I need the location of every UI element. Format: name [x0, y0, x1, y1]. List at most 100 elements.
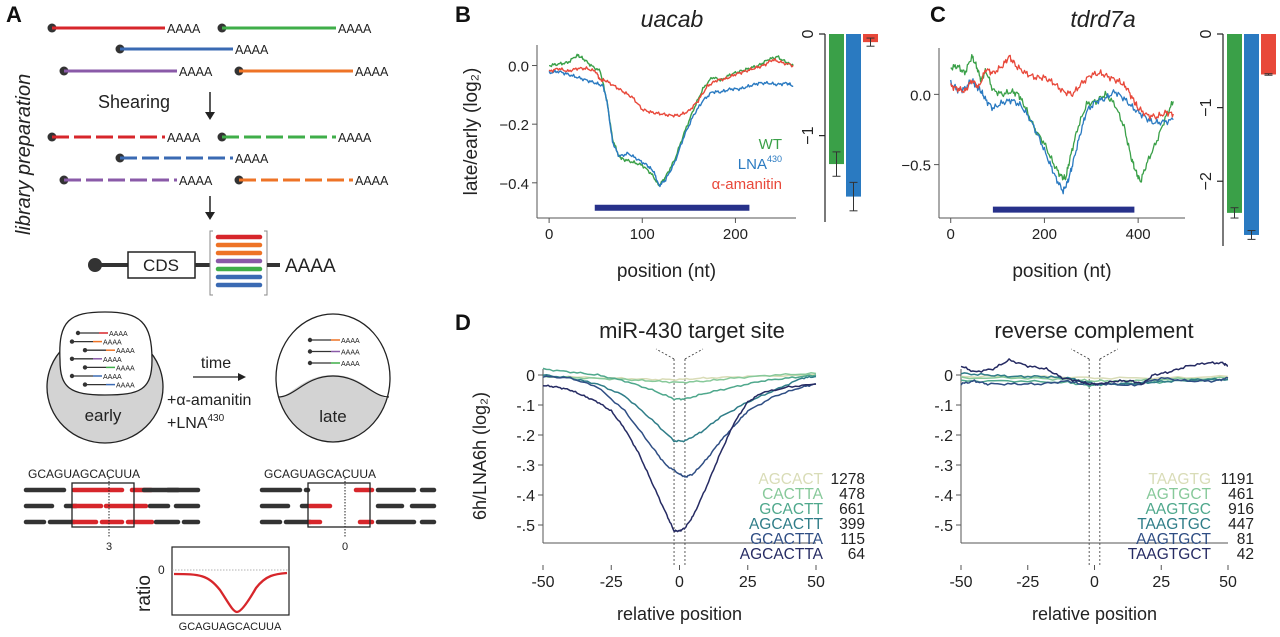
x-tick-label: 50: [1219, 574, 1237, 591]
x-axis-label: position (nt): [617, 261, 716, 282]
x-tick-label: 0: [1090, 574, 1099, 591]
legend-sequence: TAAGTGCT: [1128, 546, 1212, 563]
x-tick-label: 100: [630, 226, 655, 243]
panel-label-d: D: [455, 310, 471, 335]
legend-sequence: AAGTGCT: [1136, 531, 1211, 548]
polya-label: AAAA: [355, 65, 389, 79]
y-tick-label: -.2: [934, 428, 953, 445]
legend-count: 42: [1237, 546, 1254, 563]
series-line-lna430: [548, 69, 794, 188]
y-tick-label: 0.0: [910, 87, 931, 104]
y-tick-label: 0: [526, 368, 535, 385]
series-line-amanitin: [950, 54, 1174, 120]
legend-count: 478: [839, 486, 865, 503]
x-tick-label: 50: [807, 574, 825, 591]
y-tick-label: −0.2: [499, 117, 529, 134]
embryo-late: AAAA AAAA AAAA late: [275, 313, 391, 443]
y-tick-label: -.5: [934, 518, 953, 535]
legend-count: 661: [839, 501, 865, 518]
y-tick-label: −1: [1198, 98, 1215, 116]
polya-label: AAAA: [167, 22, 201, 36]
legend-sequence: AGCACTTA: [740, 546, 824, 563]
polya-label: AAAA: [341, 338, 360, 345]
legend-lna: LNA430: [738, 154, 782, 173]
legend-count: 1191: [1221, 471, 1254, 488]
series-line-gcactt: [542, 367, 817, 401]
x-tick-label: -50: [531, 574, 554, 591]
reporter-construct: CDS AAAA: [88, 230, 336, 296]
x-tick-label: 0: [675, 574, 684, 591]
legend-superscript: 430: [767, 154, 782, 164]
series-line-wt: [950, 53, 1174, 183]
bar-wt: [829, 34, 844, 165]
library-preparation-label: library preparation: [13, 74, 35, 235]
x-tick-label: 0: [545, 226, 553, 243]
treatment-lna: +LNA430: [167, 413, 225, 432]
late-mrna-list: AAAA AAAA AAAA: [307, 337, 360, 368]
y-tick-label: -.2: [516, 428, 535, 445]
series-line-agtgct: [960, 376, 1229, 383]
polya-label: AAAA: [338, 22, 372, 36]
x-axis-label: relative position: [617, 604, 742, 624]
series-line-agcactta: [542, 383, 817, 533]
transcripts-sheared: AAAA AAAA AAAA AAAA AAAA: [47, 131, 389, 188]
polya-label: AAAA: [103, 374, 122, 381]
legend-sequence: TAAGTGC: [1137, 516, 1211, 533]
y-tick-label: 0: [1198, 29, 1215, 38]
bar-amanitin: [1261, 34, 1276, 75]
chart-uacab-profile: uacab 0.0 −0.2 −0.4 0 100 200 position (nt) late…: [461, 6, 796, 282]
panel-label-c: C: [930, 2, 946, 27]
chart-title: miR-430 target site: [599, 318, 785, 343]
site-index-right: 0: [342, 541, 348, 553]
y-axis-label: late/early (log₂): [461, 68, 482, 196]
legend-count: 447: [1228, 516, 1254, 533]
bar-lna430: [1244, 34, 1259, 235]
polya-label: AAAA: [179, 65, 213, 79]
x-tick-label: 400: [1126, 226, 1151, 243]
chart-title: tdrd7a: [1070, 6, 1135, 32]
cds-box: [127, 251, 196, 279]
time-arrow: time +α-amanitin +LNA430: [167, 355, 251, 432]
ratio-xlabel: GCAGUAGCACUUA: [179, 621, 282, 633]
series-line-lna430: [950, 78, 1174, 195]
y-tick-label: -.3: [516, 458, 535, 475]
shearing-arrow: [205, 92, 215, 120]
site-sequence-right: GCAGUAGCACUUA: [264, 467, 376, 481]
site-index-left: 3: [106, 541, 112, 553]
x-tick-label: 25: [1152, 574, 1170, 591]
library-arrow: [205, 196, 215, 220]
shearing-label: Shearing: [98, 92, 170, 112]
bar-lna430: [846, 34, 861, 197]
legend-count: 1278: [831, 471, 865, 488]
x-tick-label: -50: [949, 574, 972, 591]
cds-label: CDS: [143, 256, 179, 275]
x-tick-label: 25: [739, 574, 757, 591]
y-tick-label: 0: [944, 368, 953, 385]
series-line-taagtgct: [960, 358, 1229, 386]
legend-count: 916: [1228, 501, 1254, 518]
polya-label: AAAA: [235, 43, 269, 57]
legend-sequence: AGTGCT: [1146, 486, 1211, 503]
site-guide: [1099, 348, 1119, 360]
y-tick-label: -.5: [516, 518, 535, 535]
y-tick-label: -.4: [934, 488, 953, 505]
polya-label: AAAA: [285, 256, 336, 277]
chart-title: uacab: [641, 6, 704, 32]
ratio-curve: [173, 571, 288, 614]
chart-tdrd7a-profile: tdrd7a 0.0 −0.5 0 200 400 position (nt): [901, 6, 1185, 282]
y-tick-label: −0.5: [901, 158, 931, 175]
legend-sequence: GCACTTA: [750, 531, 824, 548]
series-line-agcactt: [542, 374, 817, 443]
chart-tdrd7a-bars: 0 −1 −2: [1198, 29, 1276, 246]
polya-label: AAAA: [103, 357, 122, 364]
legend-amanitin: α-amanitin: [712, 176, 782, 193]
panel-label-a: A: [6, 2, 22, 27]
chart-title: reverse complement: [994, 318, 1193, 343]
ratio-inset: 0 ratio GCAGUAGCACUUA: [134, 546, 290, 633]
polya-label: AAAA: [116, 348, 135, 355]
x-tick-label: -25: [600, 574, 623, 591]
series-line-cactta: [542, 372, 817, 384]
site-sequence-left: GCAGUAGCACUUA: [28, 467, 140, 481]
